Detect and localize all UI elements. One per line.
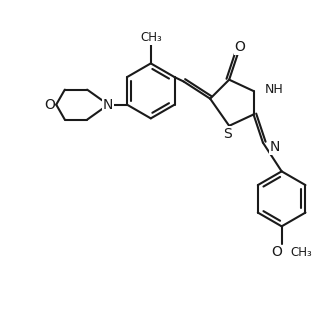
Text: N: N [103,98,114,112]
Text: NH: NH [265,83,283,96]
Text: CH₃: CH₃ [140,31,162,44]
Text: O: O [271,245,282,259]
Text: O: O [44,98,55,112]
Text: N: N [270,140,280,154]
Text: O: O [235,40,245,54]
Text: S: S [223,127,232,141]
Text: CH₃: CH₃ [291,246,312,259]
